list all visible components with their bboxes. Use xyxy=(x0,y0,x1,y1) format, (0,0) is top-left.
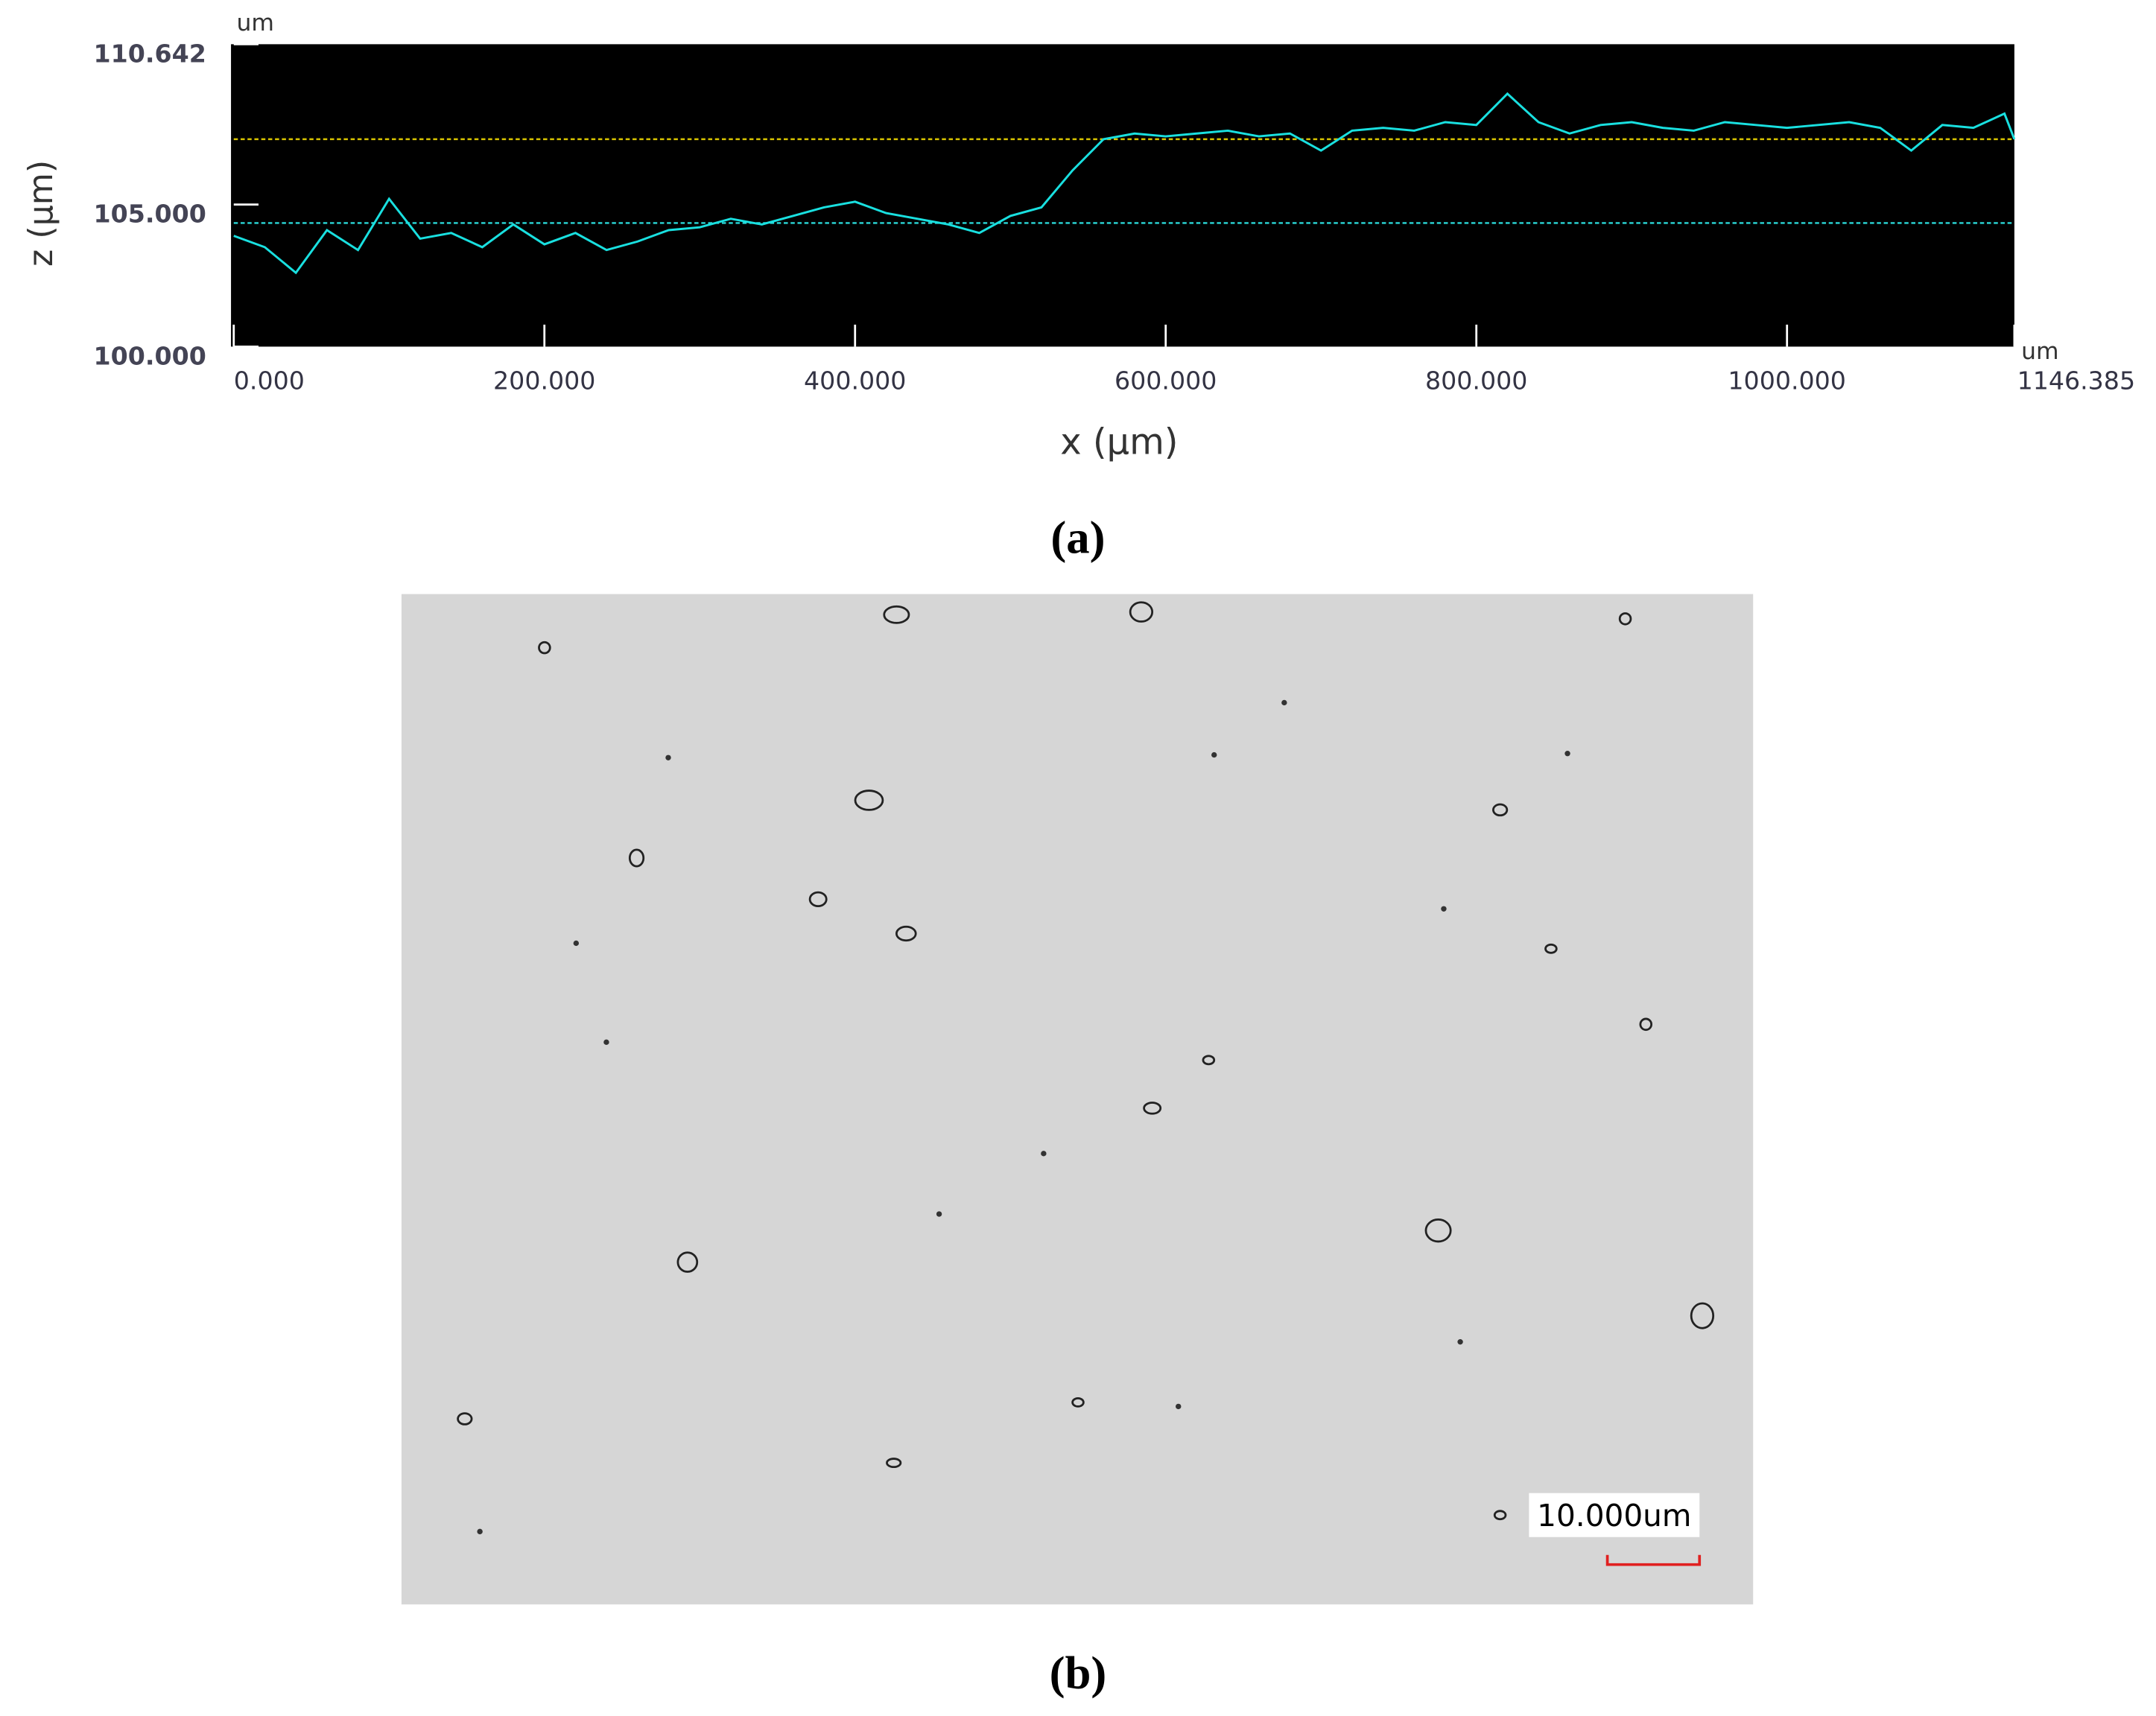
x-axis-title: x (µm) xyxy=(1060,421,1178,463)
panel-label: (a) xyxy=(1050,511,1105,563)
x-tick-label: 200.000 xyxy=(493,366,595,395)
x-tick-label: 1000.000 xyxy=(1728,366,1846,395)
y-tick-label: 100.000 xyxy=(94,341,206,370)
profile-line xyxy=(233,92,2016,275)
x-tick-label: 400.000 xyxy=(804,366,906,395)
x-tick-label: 600.000 xyxy=(1115,366,1217,395)
x-unit: um xyxy=(2021,338,2058,365)
micrograph xyxy=(401,594,1754,1605)
x-tick-label: 0.000 xyxy=(234,366,305,395)
y-unit: um xyxy=(236,10,273,36)
y-tick-label: 105.000 xyxy=(94,200,206,229)
panel-label: (b) xyxy=(1050,1647,1107,1699)
y-axis-title: z (µm) xyxy=(22,160,60,267)
scale-bar-label: 10.000um xyxy=(1537,1498,1691,1534)
x-tick-label: 800.000 xyxy=(1425,366,1527,395)
plot-background xyxy=(231,44,2014,347)
y-tick-label: 110.642 xyxy=(94,39,206,68)
x-tick-label: 1146.385 xyxy=(2017,366,2136,395)
